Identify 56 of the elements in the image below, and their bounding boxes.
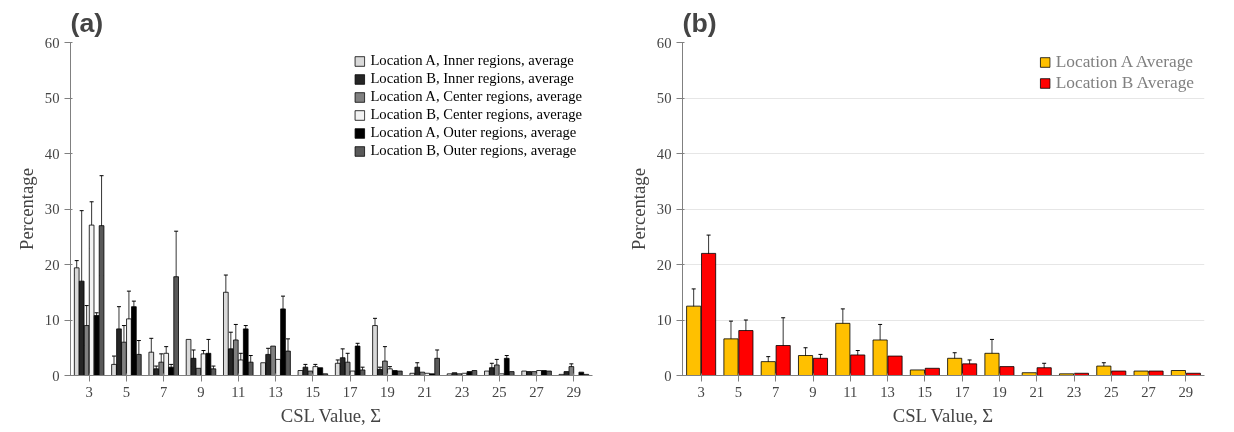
x-tick-label: 27	[1141, 383, 1156, 400]
legend-label: Location A, Outer regions, average	[370, 124, 577, 141]
legend-label: Location B Average	[1055, 73, 1194, 93]
x-tick-label: 25	[1103, 383, 1119, 400]
legend-label: Location B, Outer regions, average	[370, 142, 577, 159]
x-tick-label: 19	[380, 383, 395, 400]
y-axis-title: Percentage	[627, 168, 649, 250]
x-tick-label: 17	[342, 383, 358, 400]
x-tick-label: 25	[491, 383, 507, 400]
x-tick-label: 21	[417, 383, 433, 400]
x-tick-label: 11	[231, 383, 246, 400]
x-axis-title: CSL Value, Σ	[892, 404, 994, 426]
y-tick-label: 20	[44, 256, 60, 273]
x-tick-label: 9	[197, 383, 205, 400]
y-tick-label: 10	[656, 312, 672, 328]
chart-title: (a)	[70, 7, 104, 38]
x-tick-label: 3	[697, 383, 705, 400]
y-tick-label: 30	[656, 201, 672, 217]
y-tick-label: 20	[656, 256, 672, 273]
legend-label: Location A Average	[1055, 52, 1194, 72]
x-tick-label: 13	[268, 383, 283, 400]
y-tick-label: 30	[44, 201, 60, 217]
x-tick-label: 17	[954, 383, 970, 400]
x-tick-label: 7	[772, 383, 780, 400]
legend-label: Location B, Center regions, average	[370, 106, 582, 123]
x-tick-label: 5	[122, 383, 131, 400]
x-tick-label: 19	[992, 383, 1007, 400]
x-tick-label: 3	[85, 383, 93, 400]
x-tick-label: 21	[1029, 383, 1045, 400]
y-tick-label: 40	[44, 145, 60, 162]
x-tick-label: 29	[1178, 383, 1194, 400]
x-tick-label: 13	[880, 383, 895, 400]
y-tick-label: 0	[664, 367, 672, 384]
y-tick-label: 50	[656, 90, 672, 106]
y-tick-label: 60	[44, 34, 60, 51]
legend-label: Location A, Center regions, average	[370, 88, 582, 105]
y-tick-label: 60	[656, 34, 672, 51]
x-tick-label: 15	[917, 383, 933, 400]
chart-title: (b)	[682, 7, 717, 38]
x-tick-label: 27	[529, 383, 544, 400]
legend-label: Location B, Inner regions, average	[370, 70, 574, 87]
x-tick-label: 29	[566, 383, 582, 400]
x-tick-label: 23	[1066, 383, 1082, 400]
x-axis-title: CSL Value, Σ	[280, 404, 382, 426]
legend-label: Location A, Inner regions, average	[370, 52, 574, 69]
y-tick-label: 50	[44, 90, 60, 106]
x-tick-label: 7	[160, 383, 168, 400]
x-tick-label: 5	[734, 383, 743, 400]
x-tick-label: 23	[454, 383, 470, 400]
y-tick-label: 10	[44, 312, 60, 328]
x-tick-label: 11	[843, 383, 858, 400]
y-tick-label: 0	[52, 367, 60, 384]
x-tick-label: 9	[809, 383, 817, 400]
y-axis-title: Percentage	[15, 168, 37, 250]
y-tick-label: 40	[656, 145, 672, 162]
x-tick-label: 15	[305, 383, 321, 400]
